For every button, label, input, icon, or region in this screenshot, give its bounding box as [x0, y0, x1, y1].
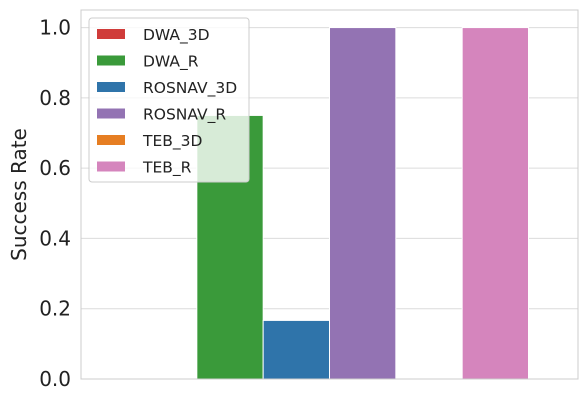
- legend-label: DWA_3D: [143, 26, 210, 45]
- plot-frame: [80, 9, 579, 380]
- legend-swatch: [97, 82, 125, 92]
- legend: DWA_3D DWA_R ROSNAV_3D ROSNAV_R TEB_3D TEB_R: [88, 17, 250, 183]
- y-tick-label: 0.0: [39, 367, 71, 391]
- legend-label: ROSNAV_R: [143, 106, 226, 125]
- legend-label: TEB_R: [142, 159, 192, 178]
- bar-rosnav-3d: [262, 319, 330, 380]
- y-tick-label: 1.0: [39, 16, 71, 40]
- legend-swatch: [97, 29, 125, 39]
- bar-rosnav-r: [329, 27, 397, 380]
- legend-swatch: [97, 161, 125, 172]
- legend-label: ROSNAV_3D: [143, 79, 237, 98]
- y-tick-label: 0.6: [39, 156, 71, 180]
- legend-box: [88, 17, 250, 183]
- legend-label: TEB_3D: [142, 132, 203, 151]
- y-tick-label: 0.2: [39, 297, 71, 321]
- y-tick-label: 0.4: [39, 226, 71, 250]
- y-tick-labels: 0.0 0.2 0.4 0.6 0.8 1.0: [39, 16, 71, 391]
- y-axis-label: Success Rate: [7, 128, 31, 261]
- bars: [196, 27, 529, 380]
- y-tick-label: 0.8: [39, 86, 71, 110]
- bar-teb-r: [461, 27, 529, 380]
- legend-swatch: [97, 135, 125, 145]
- legend-swatch: [97, 55, 125, 66]
- legend-label: DWA_R: [143, 53, 199, 72]
- legend-swatch: [97, 108, 125, 119]
